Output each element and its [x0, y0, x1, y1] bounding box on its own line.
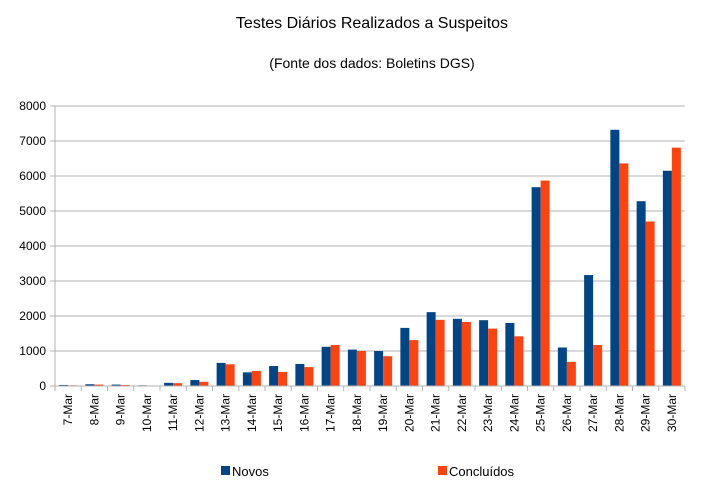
bar-novos-11-Mar	[164, 382, 174, 386]
x-tick-label: 15-Mar	[271, 394, 285, 432]
bar-novos-29-Mar	[636, 201, 646, 386]
bar-concluidos-19-Mar	[383, 356, 393, 386]
bar-novos-27-Mar	[584, 275, 594, 386]
bar-concluidos-22-Mar	[461, 321, 471, 386]
bar-novos-26-Mar	[557, 347, 567, 386]
bar-novos-30-Mar	[662, 170, 672, 386]
legend: Novos Concluídos	[221, 464, 515, 479]
y-axis: 0 1000 2000 3000 4000 5000 6000 7000 8000	[19, 99, 56, 393]
y-tick-label: 6000	[19, 169, 46, 183]
bar-concluidos-13-Mar	[225, 364, 235, 386]
bar-concluidos-11-Mar	[173, 383, 183, 386]
bar-concluidos-24-Mar	[514, 336, 524, 386]
bar-concluidos-9-Mar	[120, 384, 130, 386]
y-tick-label: 3000	[19, 274, 46, 288]
legend-label-novos: Novos	[232, 464, 269, 479]
grid-lines	[55, 105, 685, 387]
x-tick-label: 11-Mar	[166, 394, 180, 431]
bar-novos-12-Mar	[190, 380, 200, 386]
x-tick-label: 13-Mar	[219, 394, 233, 432]
x-tick-label: 14-Mar	[245, 394, 259, 432]
bar-concluidos-30-Mar	[671, 147, 681, 386]
x-tick-label: 28-Mar	[612, 394, 626, 432]
x-tick-label: 18-Mar	[350, 394, 364, 432]
bars	[59, 129, 681, 387]
bar-novos-28-Mar	[610, 129, 620, 387]
bar-novos-21-Mar	[426, 312, 436, 386]
x-tick-label: 21-Mar	[429, 394, 443, 432]
bar-novos-24-Mar	[505, 323, 515, 386]
bar-concluidos-25-Mar	[540, 180, 550, 386]
x-tick-label: 22-Mar	[455, 394, 469, 432]
bar-concluidos-16-Mar	[304, 367, 314, 386]
x-tick-label: 17-Mar	[324, 394, 338, 432]
bar-concluidos-18-Mar	[356, 351, 366, 386]
bar-novos-15-Mar	[269, 366, 279, 386]
bar-novos-25-Mar	[531, 187, 541, 386]
bar-concluidos-14-Mar	[251, 370, 261, 386]
bar-novos-23-Mar	[479, 320, 489, 386]
bar-concluidos-15-Mar	[278, 372, 288, 386]
y-tick-label: 4000	[19, 239, 46, 253]
bar-novos-19-Mar	[374, 351, 384, 386]
x-tick-label: 24-Mar	[507, 394, 521, 432]
bar-novos-16-Mar	[295, 363, 305, 386]
bar-novos-13-Mar	[216, 362, 226, 386]
x-tick-label: 27-Mar	[586, 394, 600, 432]
bar-concluidos-23-Mar	[488, 328, 498, 386]
y-tick-label: 8000	[19, 99, 46, 113]
bar-novos-9-Mar	[111, 384, 121, 386]
legend-swatch-novos	[221, 466, 230, 475]
x-tick-label: 19-Mar	[376, 394, 390, 432]
x-tick-label: 8-Mar	[87, 394, 101, 425]
bar-concluidos-26-Mar	[566, 361, 576, 386]
x-axis: 7-Mar 8-Mar 9-Mar 10-Mar 11-Mar 12-Mar 13-Mar 1…	[54, 385, 686, 432]
chart-title: Testes Diários Realizados a Suspeitos	[236, 15, 508, 32]
bar-concluidos-29-Mar	[645, 221, 655, 386]
bar-novos-22-Mar	[452, 318, 462, 386]
bar-concluidos-12-Mar	[199, 381, 209, 386]
bar-novos-20-Mar	[400, 327, 410, 386]
bar-concluidos-8-Mar	[94, 384, 104, 386]
bar-novos-7-Mar	[59, 384, 69, 386]
bar-novos-17-Mar	[321, 346, 331, 386]
legend-label-concluidos: Concluídos	[449, 464, 515, 479]
bar-concluidos-20-Mar	[409, 340, 419, 386]
x-tick-label: 26-Mar	[560, 394, 574, 432]
chart-subtitle: (Fonte dos dados: Boletins DGS)	[269, 55, 474, 71]
x-tick-label: 9-Mar	[114, 394, 128, 425]
bar-concluidos-17-Mar	[330, 345, 340, 386]
bar-concluidos-21-Mar	[435, 319, 445, 386]
x-tick-label: 7-Mar	[61, 394, 75, 425]
y-tick-label: 0	[39, 379, 46, 393]
y-tick-label: 7000	[19, 134, 46, 148]
bar-novos-8-Mar	[85, 384, 95, 386]
x-tick-label: 20-Mar	[402, 394, 416, 432]
y-tick-label: 1000	[19, 344, 46, 358]
x-tick-label: 30-Mar	[665, 394, 679, 432]
bar-novos-18-Mar	[347, 349, 357, 386]
bar-novos-14-Mar	[242, 372, 252, 386]
y-tick-label: 5000	[19, 204, 46, 218]
legend-swatch-concluidos	[438, 466, 447, 475]
x-tick-label: 25-Mar	[534, 394, 548, 432]
x-tick-label: 16-Mar	[297, 394, 311, 432]
x-tick-label: 29-Mar	[639, 394, 653, 432]
x-tick-label: 12-Mar	[192, 394, 206, 432]
bar-concluidos-28-Mar	[619, 163, 629, 386]
x-tick-label: 10-Mar	[140, 394, 154, 432]
x-tick-label: 23-Mar	[481, 394, 495, 432]
bar-concluidos-27-Mar	[593, 345, 603, 386]
y-tick-label: 2000	[19, 309, 46, 323]
